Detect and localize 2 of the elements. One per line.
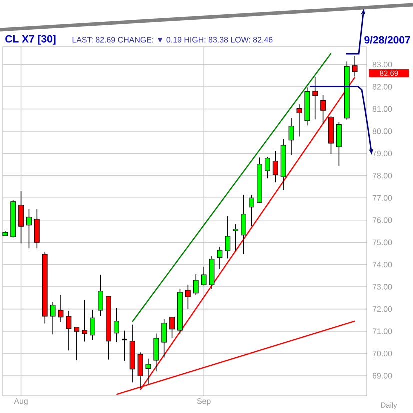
text: 9/28/2007 xyxy=(364,36,410,44)
chart-title: CL X7 [30] xyxy=(6,35,56,45)
